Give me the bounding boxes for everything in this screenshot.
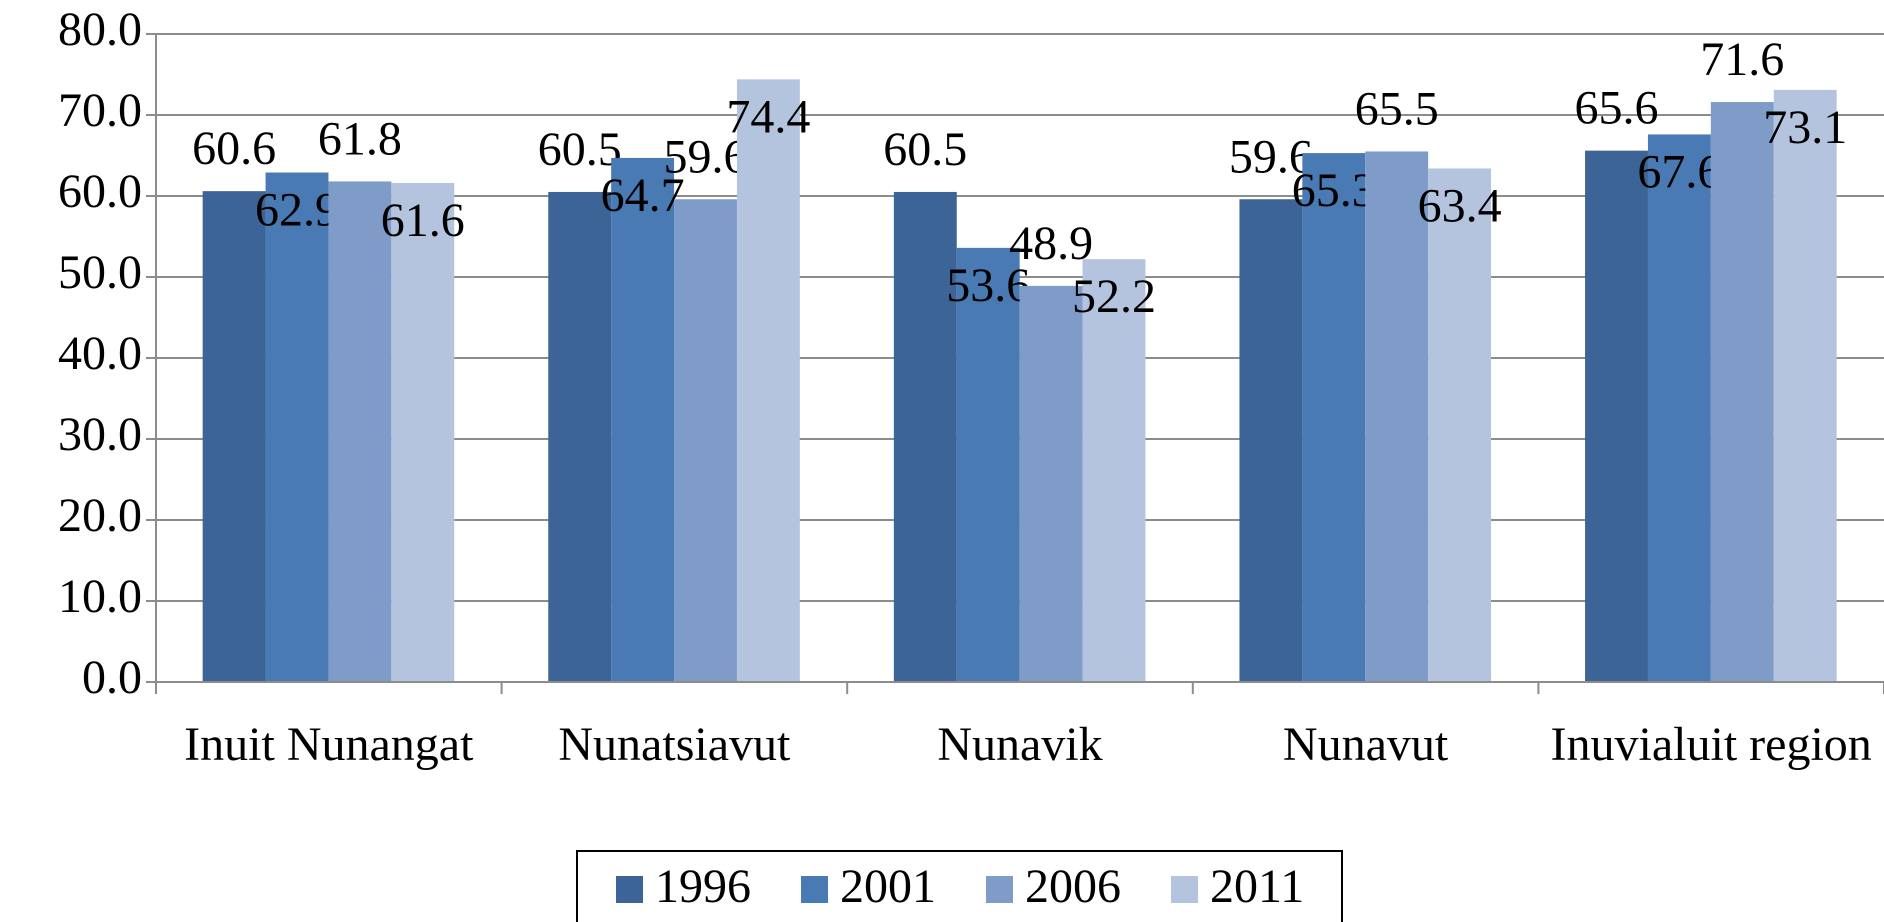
legend-swatch — [801, 876, 828, 903]
bar — [1710, 102, 1774, 683]
data-label: 61.8 — [318, 112, 402, 165]
bar — [391, 183, 455, 683]
data-label: 60.6 — [192, 122, 276, 175]
data-label: 71.6 — [1700, 33, 1784, 86]
bar — [956, 247, 1020, 682]
bar — [674, 199, 737, 683]
bar — [1428, 168, 1492, 682]
data-label: 53.6 — [946, 259, 1030, 312]
legend-swatch — [1171, 876, 1198, 903]
y-tick-label: 0.0 — [82, 651, 142, 704]
data-label: 60.5 — [883, 123, 967, 176]
legend-box — [576, 850, 1343, 922]
data-label: 67.6 — [1637, 145, 1721, 198]
data-label: 59.6 — [664, 130, 748, 183]
legend-label: 2006 — [1025, 860, 1121, 913]
bar — [1302, 153, 1366, 682]
data-label: 64.7 — [601, 169, 685, 222]
y-tick-label: 40.0 — [58, 327, 142, 380]
x-tick-label: Inuit Nunangat — [184, 718, 474, 771]
x-tick-label: Nunatsiavut — [558, 718, 791, 771]
y-tick-label: 50.0 — [58, 246, 142, 299]
legend-swatch — [986, 876, 1013, 903]
y-tick-label: 30.0 — [58, 408, 142, 461]
legend-label: 2001 — [840, 860, 936, 913]
data-label: 59.6 — [1229, 130, 1313, 183]
legend-swatch — [616, 876, 643, 903]
bar — [202, 191, 266, 682]
bar — [736, 79, 800, 683]
bar — [893, 191, 957, 682]
bar — [265, 172, 329, 682]
data-label: 65.3 — [1292, 164, 1376, 217]
bar — [548, 191, 612, 682]
legend-label: 1996 — [655, 860, 751, 913]
bar — [328, 181, 392, 683]
data-label: 63.4 — [1418, 179, 1502, 232]
y-tick-label: 20.0 — [58, 489, 142, 542]
y-tick-label: 60.0 — [58, 165, 142, 218]
bar — [1773, 89, 1837, 682]
x-tick-label: Nunavik — [937, 718, 1103, 771]
data-label: 74.4 — [726, 90, 810, 143]
legend-label: 2011 — [1210, 860, 1304, 913]
bar — [1365, 151, 1429, 682]
bar — [611, 157, 675, 682]
data-label: 65.6 — [1575, 82, 1659, 135]
x-tick-label: Inuvialuit region — [1550, 718, 1872, 771]
bar — [1019, 285, 1083, 682]
data-label: 52.2 — [1072, 270, 1156, 323]
data-label: 62.9 — [255, 184, 339, 237]
bar — [1585, 150, 1648, 682]
data-label: 60.5 — [538, 123, 622, 176]
bar — [1239, 199, 1303, 683]
data-label: 65.5 — [1355, 82, 1439, 135]
data-label: 73.1 — [1763, 101, 1847, 154]
y-tick-label: 80.0 — [58, 3, 142, 56]
data-label: 61.6 — [381, 194, 465, 247]
data-label: 48.9 — [1009, 217, 1093, 270]
y-tick-label: 70.0 — [58, 84, 142, 137]
bar — [1082, 259, 1146, 682]
y-tick-label: 10.0 — [58, 570, 142, 623]
bar — [1647, 134, 1711, 682]
x-tick-label: Nunavut — [1282, 718, 1449, 771]
